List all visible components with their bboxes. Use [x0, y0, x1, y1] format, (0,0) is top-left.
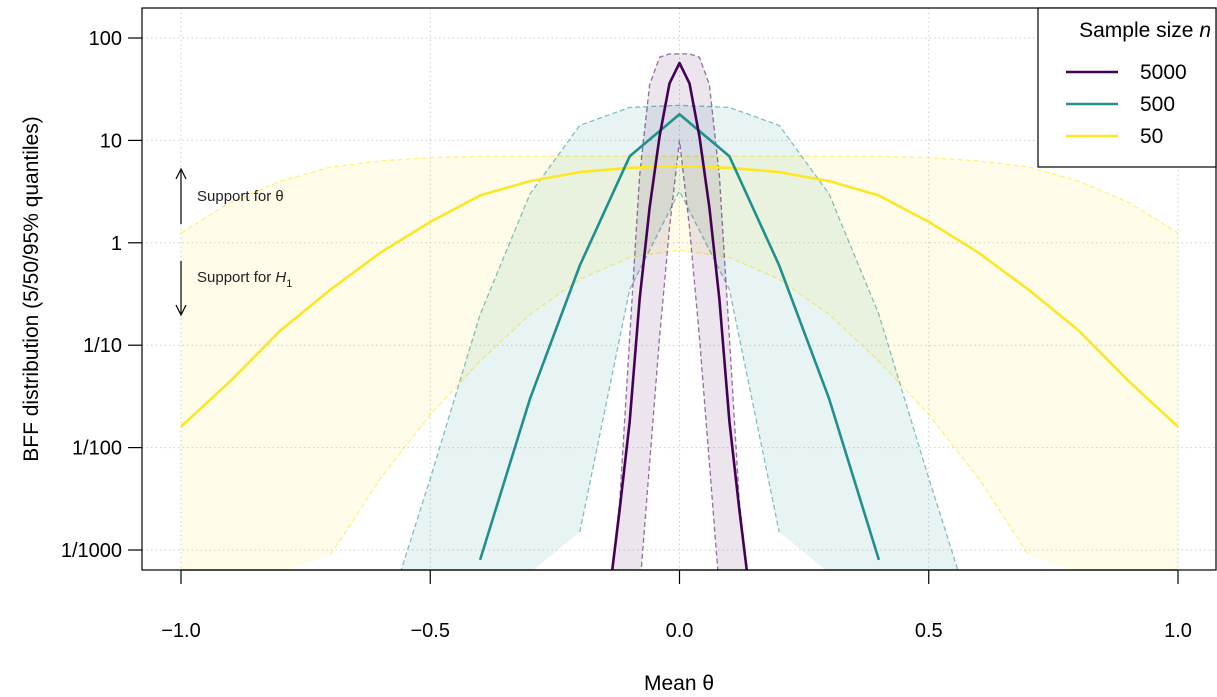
support-h1-var: H	[275, 269, 286, 286]
q05-line-50	[330, 249, 1029, 556]
legend-entries: 5000 500 50	[1066, 61, 1187, 148]
y-tick-label: 1/1000	[61, 540, 122, 562]
legend-label-5000: 5000	[1140, 61, 1187, 84]
y-tick-label: 1/10	[83, 335, 122, 357]
x-axis-title: Mean θ	[644, 672, 714, 695]
median-line-5000	[610, 61, 749, 570]
support-theta-label: Support for θ	[197, 188, 284, 205]
legend-title-text: Sample size	[1079, 19, 1199, 42]
x-tick-label: 1.0	[1164, 620, 1192, 642]
y-axis: 100 10 1 1/10 1/100 1/1000	[61, 28, 142, 562]
x-tick-label: −1.0	[161, 620, 200, 642]
q95-line-50	[180, 155, 1179, 234]
x-tick-label: 0.0	[666, 620, 694, 642]
y-tick-label: 10	[100, 130, 122, 152]
x-tick-label: −0.5	[411, 620, 450, 642]
support-h1-sub: 1	[286, 278, 292, 290]
legend: Sample size n 5000 500 50	[1037, 7, 1217, 168]
legend-title: Sample size n	[1079, 19, 1211, 42]
y-tick-label: 100	[89, 28, 122, 50]
quantile-bands	[180, 53, 1179, 570]
median-line-500	[478, 113, 881, 561]
median-lines	[180, 61, 1179, 570]
band-50	[181, 156, 1178, 570]
y-tick-label: 1	[111, 233, 122, 255]
legend-box	[1037, 7, 1217, 168]
band-500	[401, 105, 958, 570]
x-tick-label: 0.5	[915, 620, 943, 642]
legend-label-50: 50	[1140, 125, 1163, 148]
q05-line-5000	[640, 140, 719, 570]
median-line-50	[180, 164, 1179, 428]
y-axis-title: BFF distribution (5/50/95% quantiles)	[20, 116, 43, 462]
arrow-down-icon	[175, 261, 187, 317]
q95-line-5000	[611, 53, 748, 570]
band-5000	[612, 53, 747, 570]
support-annotations: Support for θ Support for H1	[175, 167, 292, 317]
arrow-up-icon	[175, 167, 187, 224]
x-axis: −1.0 −0.5 0.0 0.5 1.0	[161, 569, 1192, 642]
q95-line-500	[400, 104, 959, 570]
legend-title-var: n	[1199, 19, 1211, 42]
support-h1-label-text: Support for	[197, 269, 275, 286]
legend-label-500: 500	[1140, 93, 1175, 116]
support-h1-label: Support for H1	[197, 269, 292, 290]
y-tick-label: 1/100	[72, 438, 122, 460]
